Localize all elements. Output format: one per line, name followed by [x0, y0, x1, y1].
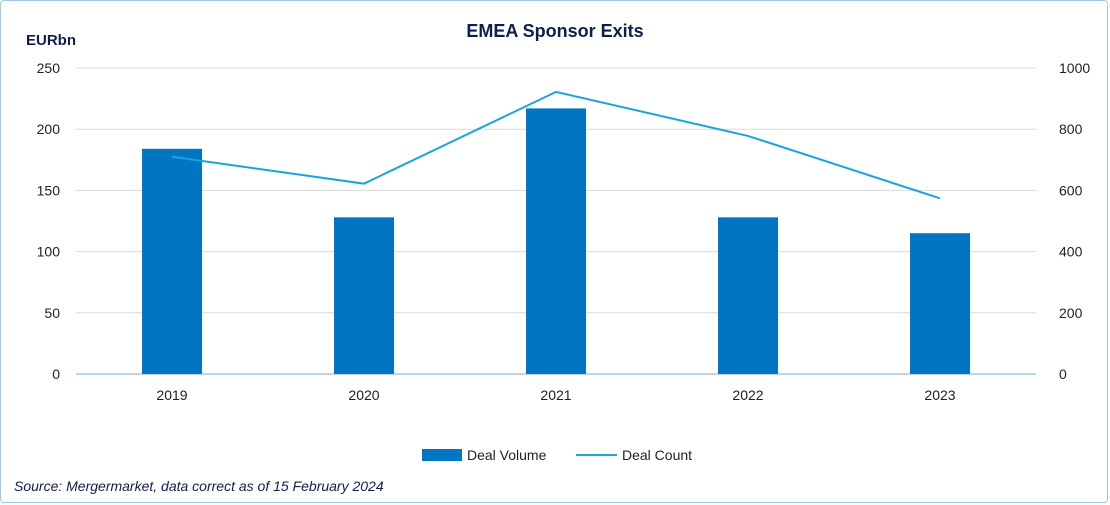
bar-2020: [334, 217, 394, 374]
y-axis-unit-label: EURbn: [26, 32, 76, 49]
y-tick-label: 250: [37, 60, 61, 76]
bar-2023: [910, 233, 970, 374]
left-axis-ticks: 0 50 100 150 200 250: [37, 60, 61, 382]
source-note: Source: Mergermarket, data correct as of…: [14, 478, 384, 494]
chart-title: EMEA Sponsor Exits: [466, 21, 643, 41]
y-tick-label: 200: [37, 121, 61, 137]
x-tick-label: 2022: [732, 387, 763, 403]
x-tick-label: 2021: [540, 387, 571, 403]
y-tick-label: 0: [52, 366, 60, 382]
x-tick-label: 2020: [348, 387, 379, 403]
bar-2019: [142, 148, 202, 374]
bar-2022: [718, 217, 778, 374]
x-tick-label: 2019: [156, 387, 187, 403]
legend-swatch-deal-volume: [422, 449, 462, 461]
legend-label-deal-volume: Deal Volume: [467, 447, 547, 463]
y-tick-label: 50: [44, 305, 60, 321]
legend-label-deal-count: Deal Count: [622, 447, 692, 463]
x-tick-label: 2023: [924, 387, 955, 403]
y2-tick-label: 600: [1059, 182, 1083, 198]
y2-tick-label: 200: [1059, 305, 1083, 321]
y2-tick-label: 400: [1059, 244, 1083, 260]
x-axis-ticks: 2019 2020 2021 2022 2023: [156, 387, 955, 403]
y-tick-label: 150: [37, 182, 61, 198]
bar-2021: [526, 108, 586, 374]
right-axis-ticks: 0 200 400 600 800 1000: [1059, 60, 1090, 382]
bars-group: [142, 108, 970, 374]
y2-tick-label: 1000: [1059, 60, 1090, 76]
legend: Deal Volume Deal Count: [422, 447, 692, 463]
y2-tick-label: 0: [1059, 366, 1067, 382]
y-tick-label: 100: [37, 244, 61, 260]
y2-tick-label: 800: [1059, 121, 1083, 137]
line-group: [171, 90, 941, 200]
